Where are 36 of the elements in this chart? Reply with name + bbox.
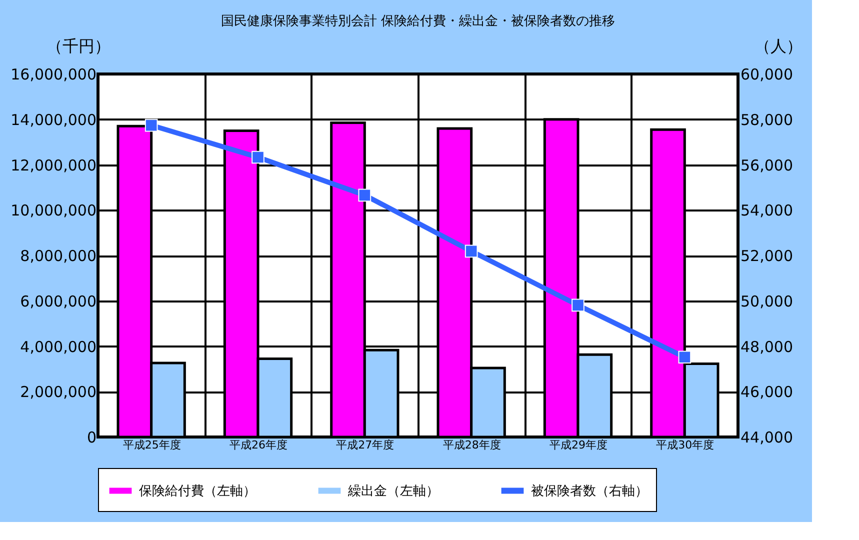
x-tick-label: 平成30年度 — [656, 438, 714, 452]
y2-tick-label: 50,000 — [740, 292, 793, 310]
y2-tick-label: 54,000 — [740, 202, 793, 220]
point — [464, 244, 478, 258]
legend-label: 被保険者数（右軸） — [531, 484, 648, 499]
legend-label: 繰出金（左軸） — [347, 484, 439, 499]
y-tick-label: 12,000,000 — [10, 156, 96, 174]
y2-tick-label: 52,000 — [740, 247, 793, 265]
x-tick-label: 平成28年度 — [442, 438, 501, 452]
chart-title: 国民健康保険事業特別会計 保険給付費・繰出金・被保険者数の推移 — [220, 14, 616, 29]
x-tick-label: 平成29年度 — [550, 438, 608, 452]
y-tick-label: 10,000,000 — [10, 202, 96, 220]
y-tick-label: 0 — [86, 428, 96, 446]
point — [252, 150, 264, 164]
point — [358, 188, 372, 202]
y-tick-label: 16,000,000 — [10, 66, 96, 84]
y2-axis-title: （人） — [754, 36, 802, 56]
y2-tick-label: 46,000 — [740, 383, 793, 402]
y-tick-label: 14,000,000 — [10, 110, 96, 129]
y2-tick-label: 48,000 — [740, 338, 793, 356]
y-tick-label: 8,000,000 — [20, 247, 96, 265]
point — [678, 350, 692, 364]
x-tick-label: 平成25年度 — [122, 438, 181, 452]
x-tick-label: 平成26年度 — [230, 438, 288, 452]
y-tick-label: 6,000,000 — [20, 292, 96, 310]
y-axis-title: （千円） — [46, 36, 110, 56]
y2-tick-label: 44,000 — [740, 428, 793, 446]
y-tick-label: 2,000,000 — [20, 383, 96, 402]
point — [572, 298, 584, 312]
legend-label: 保険給付費（左軸） — [139, 484, 256, 499]
y2-tick-label: 58,000 — [740, 110, 793, 129]
y2-tick-label: 60,000 — [740, 66, 793, 84]
x-tick-label: 平成27年度 — [336, 438, 394, 452]
y-tick-label: 4,000,000 — [20, 338, 96, 356]
point — [144, 118, 158, 132]
y2-tick-label: 56,000 — [740, 156, 793, 174]
